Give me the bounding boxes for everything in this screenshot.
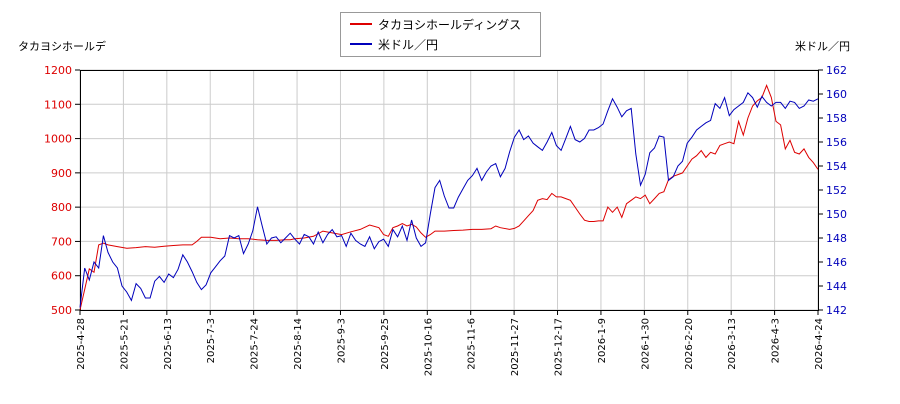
y-left-tick-label: 500	[51, 304, 72, 317]
y-left-tick-label: 1100	[44, 98, 72, 111]
series-layer	[79, 84, 819, 311]
x-tick-label: 2025-9-3	[336, 318, 347, 363]
x-tick-label: 2026-1-9	[597, 318, 608, 363]
legend-label-takayoshi: タカヨシホールディングス	[378, 17, 521, 32]
x-tick-label: 2025-5-21	[119, 318, 130, 370]
y-right-tick-label: 156	[826, 136, 847, 149]
x-tick-label: 2025-7-3	[206, 318, 217, 363]
y-right-tick-label: 158	[826, 112, 847, 125]
x-tick-label: 2026-1-30	[640, 318, 651, 370]
x-tick-label: 2026-2-20	[684, 318, 695, 370]
x-tick-label: 2025-4-28	[76, 318, 87, 370]
x-tick-label: 2026-3-13	[727, 318, 738, 370]
y-left-tick-label: 600	[51, 270, 72, 283]
x-tick-label: 2026-4-24	[814, 318, 825, 370]
x-tick-label: 2025-12-17	[554, 318, 565, 376]
y-left-tick-label: 800	[51, 201, 72, 214]
x-tick-label: 2025-10-16	[423, 318, 434, 376]
y-left-tick-label: 1000	[44, 133, 72, 146]
y-left-tick-label: 700	[51, 235, 72, 248]
x-tick-label: 2025-7-24	[250, 318, 261, 370]
x-tick-label: 2025-9-25	[380, 318, 391, 370]
x-tick-label: 2025-11-6	[467, 318, 478, 370]
legend-label-usdjpy: 米ドル／円	[378, 38, 438, 52]
y-right-tick-label: 160	[826, 88, 847, 101]
y-right-tick-label: 152	[826, 184, 847, 197]
x-tick-label: 2025-8-14	[293, 318, 304, 370]
x-tick-label: 2025-6-13	[163, 318, 174, 370]
y-right-tick-label: 146	[826, 256, 847, 269]
y-right-tick-label: 144	[826, 280, 847, 293]
legend-box	[340, 12, 541, 57]
y-right-tick-label: 154	[826, 160, 847, 173]
y-right-tick-label: 150	[826, 208, 847, 221]
y-right-tick-label: 162	[826, 64, 847, 77]
y-right-tick-label: 142	[826, 304, 847, 317]
plot-frame	[80, 70, 819, 311]
legend: タカヨシホールディングス 米ドル／円	[340, 12, 541, 57]
grid	[79, 69, 819, 311]
series-line-usdjpy	[79, 91, 819, 308]
x-tick-label: 2025-11-27	[510, 318, 521, 376]
x-tick-label: 2026-4-3	[771, 318, 782, 363]
left-axis-label: タカヨシホールデ	[18, 39, 106, 53]
series-line-takayoshi	[79, 84, 819, 311]
y-left-tick-label: 1200	[44, 64, 72, 77]
axes: 2025-4-28 2025-5-21 2025-6-13 2025-7-3 2025-…	[44, 64, 847, 376]
right-axis-label: 米ドル／円	[795, 40, 850, 53]
y-right-tick-label: 148	[826, 232, 847, 245]
y-left-tick-label: 900	[51, 167, 72, 180]
